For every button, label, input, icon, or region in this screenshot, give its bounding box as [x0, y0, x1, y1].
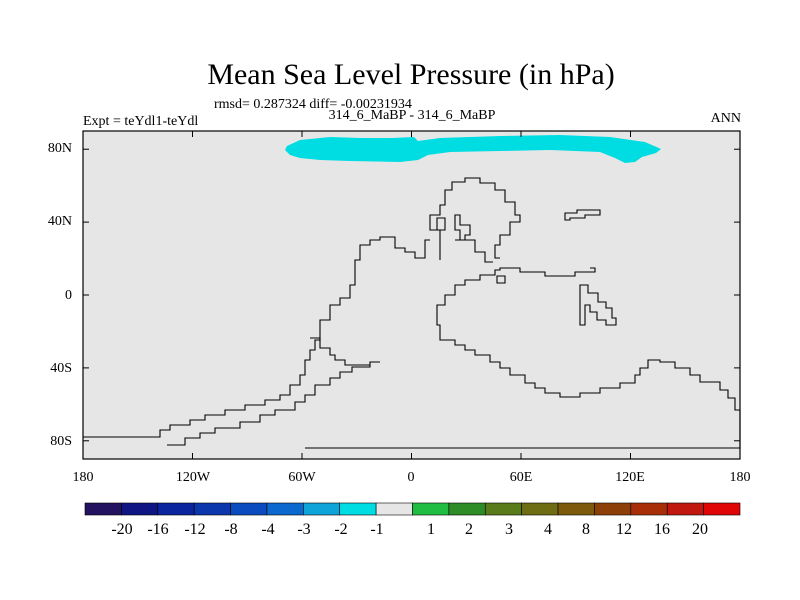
x-axis-labels: 180 120W 60W 0 60E 120E 180	[73, 470, 751, 485]
anomaly-region-arctic	[285, 135, 661, 163]
colorbar-swatch	[630, 502, 668, 516]
y-tick-label: 80S	[50, 434, 72, 449]
colorbar-label: -2	[334, 521, 347, 538]
colorbar-label: -20	[111, 521, 132, 538]
map-background	[83, 131, 740, 459]
stats-label: rmsd= 0.287324 diff= -0.00231934	[214, 97, 412, 112]
colorbar-labels: -20 -16 -12 -8 -4 -3 -2 -1 1 2 3 4 8 12 …	[111, 521, 708, 538]
colorbar-swatch	[84, 502, 122, 516]
colorbar-swatch	[594, 502, 632, 516]
colorbar	[84, 502, 741, 516]
colorbar-swatch	[266, 502, 304, 516]
colorbar-swatch	[484, 502, 522, 516]
colorbar-label: -3	[297, 521, 310, 538]
x-tick-label: 180	[730, 470, 751, 485]
colorbar-label: -8	[224, 521, 237, 538]
colorbar-label: 4	[544, 521, 552, 538]
colorbar-label: 2	[465, 521, 473, 538]
colorbar-label: -4	[261, 521, 274, 538]
coastline-scandinavia	[454, 214, 471, 241]
y-tick-label: 80N	[48, 141, 72, 156]
x-tick-label: 60E	[510, 470, 533, 485]
colorbar-label: 16	[654, 521, 670, 538]
y-tick-label: 40S	[50, 361, 72, 376]
y-tick-label: 40N	[48, 214, 72, 229]
colorbar-label: 20	[692, 521, 708, 538]
coastline-andes-inner	[167, 361, 380, 446]
colorbar-swatch	[193, 502, 231, 516]
x-tick-label: 120E	[615, 470, 645, 485]
map-frame	[82, 130, 741, 460]
colorbar-swatch	[666, 502, 704, 516]
colorbar-label: -16	[147, 521, 168, 538]
colorbar-label: -12	[184, 521, 205, 538]
colorbar-swatch	[230, 502, 268, 516]
colorbar-label: 3	[505, 521, 513, 538]
y-axis-labels: 80N 40N 0 40S 80S	[48, 141, 72, 449]
y-tick-label: 0	[65, 288, 72, 303]
x-tick-label: 180	[73, 470, 94, 485]
x-tick-label: 0	[408, 470, 415, 485]
coastline-britain	[436, 217, 446, 231]
coastline-antarctic-peninsula	[305, 267, 741, 449]
colorbar-label: 8	[582, 521, 590, 538]
x-tick-label: 120W	[176, 470, 211, 485]
colorbar-swatch	[121, 502, 159, 516]
coastline-south-america	[83, 236, 430, 438]
season-label: ANN	[711, 111, 741, 126]
colorbar-swatch	[339, 502, 377, 516]
colorbar-swatch	[157, 502, 195, 516]
colorbar-label: -1	[370, 521, 383, 538]
coastlines	[83, 177, 741, 449]
colorbar-swatch	[521, 502, 559, 516]
colorbar-swatch	[448, 502, 486, 516]
coastline-eurasia-north	[429, 177, 521, 260]
coastline-asia-block	[564, 209, 601, 221]
colorbar-swatch	[703, 502, 741, 516]
coastline-caspian	[496, 275, 506, 284]
coastline-west-africa	[310, 337, 370, 366]
coastline-africa-interior	[455, 239, 493, 263]
map-panel	[82, 130, 741, 460]
colorbar-swatch	[412, 502, 450, 516]
colorbar-swatch	[375, 502, 413, 516]
x-tick-label: 60W	[288, 470, 316, 485]
experiment-label: Expt = teYdl1-teYdl	[83, 114, 198, 129]
colorbar-swatch	[303, 502, 341, 516]
coastline-southeast-asia	[579, 284, 617, 326]
chart-title: Mean Sea Level Pressure (in hPa)	[207, 58, 614, 91]
colorbar-label: 12	[616, 521, 632, 538]
colorbar-label: 1	[427, 521, 435, 538]
comparison-label: 314_6_MaBP - 314_6_MaBP	[329, 108, 496, 123]
colorbar-swatch	[557, 502, 595, 516]
